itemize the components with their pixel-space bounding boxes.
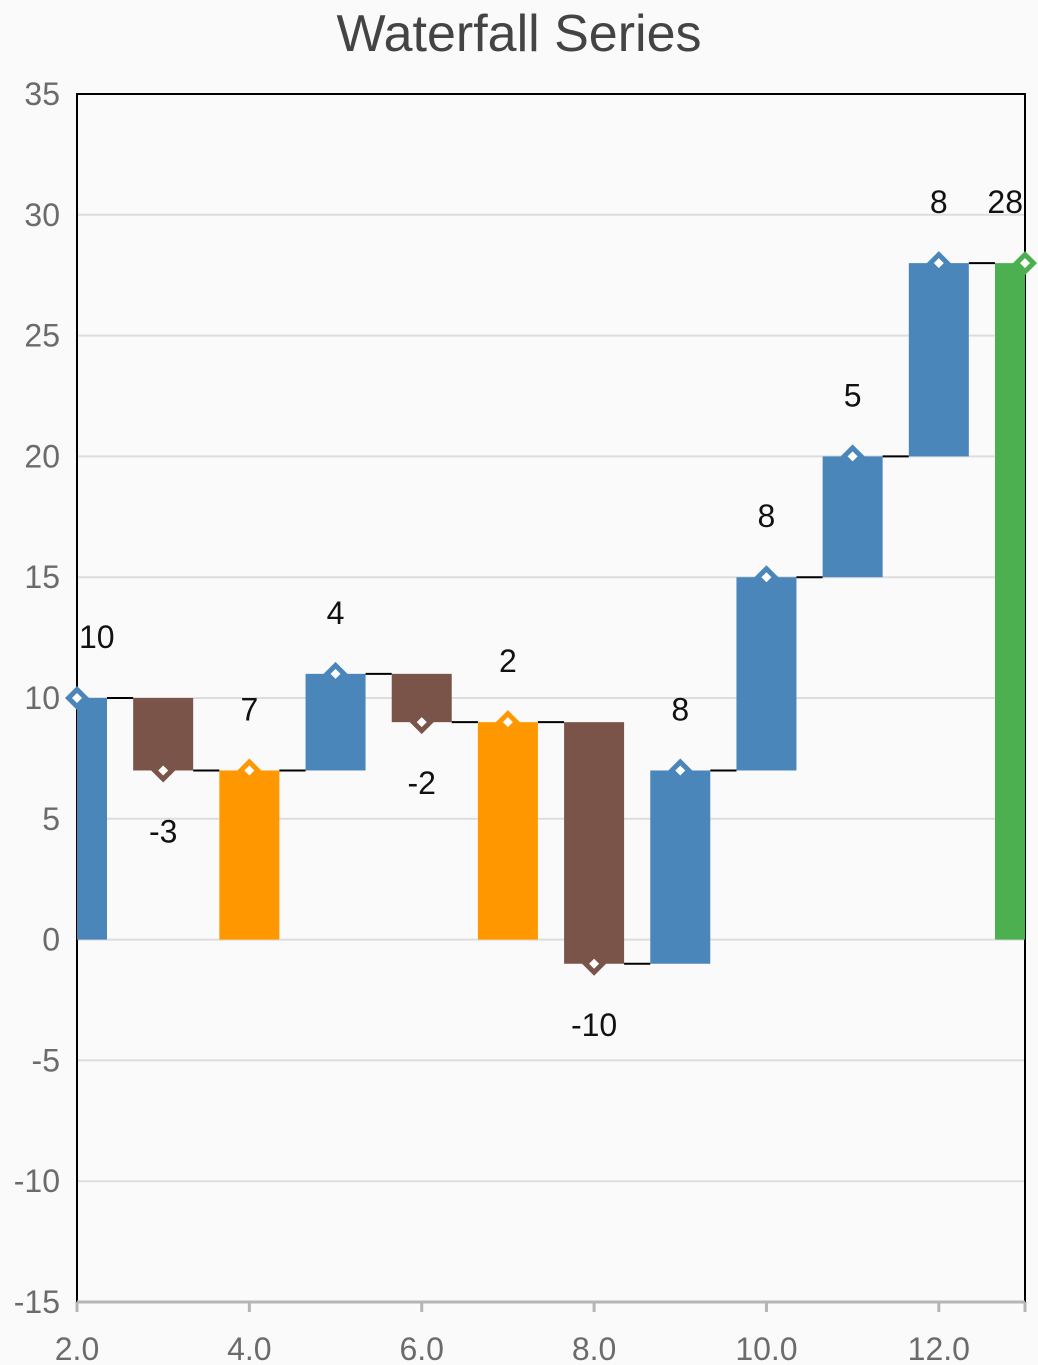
waterfall-bar (477, 722, 538, 940)
x-tick-label: 4.0 (227, 1331, 271, 1365)
data-labels: 10 -3 7 4 -2 2 -10 8 8 5 8 28 (79, 184, 1023, 1043)
data-label: 8 (671, 691, 689, 727)
marker-diamond-inner (502, 717, 513, 728)
gridlines (77, 93, 1025, 1183)
data-label: -3 (149, 813, 177, 849)
marker-diamond-inner (675, 765, 686, 776)
marker-diamond-inner (933, 258, 944, 269)
x-tick-label: 8.0 (572, 1331, 616, 1365)
marker-diamond-inner (847, 451, 858, 462)
y-tick-label: -10 (14, 1163, 60, 1199)
y-tick-label: 5 (42, 801, 60, 837)
waterfall-bar (908, 263, 969, 457)
y-tick-label: 10 (24, 680, 60, 716)
y-tick-label: 25 (24, 318, 60, 354)
waterfall-bar (133, 698, 194, 771)
marker-diamond-inner (416, 717, 427, 728)
marker-diamond-inner (761, 572, 772, 583)
markers (65, 251, 1037, 976)
waterfall-bar (736, 577, 797, 771)
y-tick-labels: 35 30 25 20 15 10 5 0 -5 -10 -15 (14, 76, 60, 1320)
marker-diamond-inner (589, 958, 600, 969)
data-label: 7 (240, 691, 258, 727)
marker-diamond-inner (158, 765, 169, 776)
y-tick-label: 30 (24, 197, 60, 233)
marker-diamond-inner (244, 765, 255, 776)
marker-diamond-inner (72, 693, 82, 703)
y-tick-label: -15 (14, 1284, 60, 1320)
waterfall-bar (219, 770, 280, 940)
waterfall-bar (995, 263, 1025, 940)
marker-diamond-inner (1020, 258, 1030, 269)
data-label: 28 (987, 184, 1023, 220)
x-tick-label: 6.0 (399, 1331, 443, 1365)
data-label: 4 (327, 595, 345, 631)
y-tick-label: -5 (32, 1042, 60, 1078)
data-label: 2 (499, 643, 517, 679)
y-tick-label: 35 (24, 76, 60, 112)
data-label: 5 (844, 377, 862, 413)
data-label: 10 (79, 619, 115, 655)
chart-title: Waterfall Series (336, 5, 702, 63)
data-label: -10 (571, 1007, 617, 1043)
waterfall-series (77, 262, 1025, 965)
waterfall-bar (822, 456, 883, 578)
y-tick-label: 15 (24, 559, 60, 595)
x-ticks: 2.0 4.0 6.0 8.0 10.0 12.0 (55, 1302, 1027, 1365)
x-tick-label: 10.0 (735, 1331, 797, 1365)
marker-diamond-inner (330, 668, 341, 679)
waterfall-bar (650, 770, 711, 964)
data-label: 8 (930, 184, 948, 220)
y-tick-label: 20 (24, 438, 60, 474)
y-tick-label: 0 (42, 922, 60, 958)
x-tick-label: 12.0 (908, 1331, 970, 1365)
x-tick-label: 2.0 (55, 1331, 99, 1365)
waterfall-bar (305, 673, 366, 771)
data-label: -2 (408, 765, 436, 801)
waterfall-bar (77, 698, 107, 940)
waterfall-bar (564, 722, 625, 964)
data-label: 8 (758, 498, 776, 534)
